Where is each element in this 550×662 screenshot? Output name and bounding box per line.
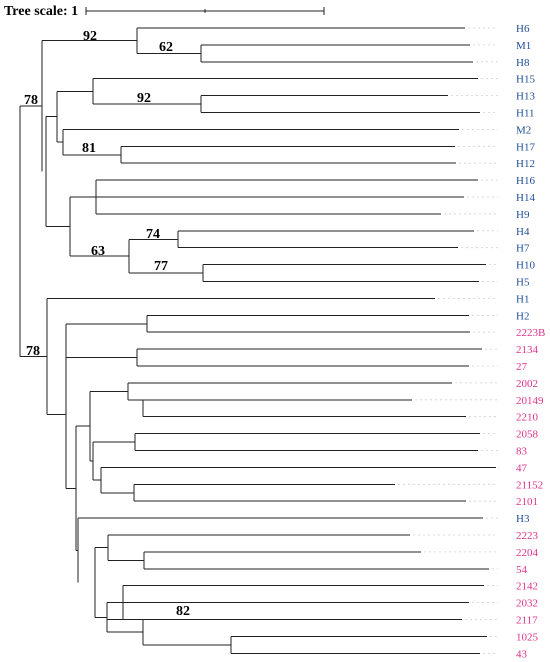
- leaf-label: 27: [516, 361, 528, 373]
- leaf-label: 2032: [516, 598, 538, 610]
- tree-scale-label: Tree scale: 1: [4, 4, 78, 19]
- support-values: 92 62 78 92 81 74 63 77 78 82: [24, 29, 190, 619]
- leaf-label: 47: [516, 462, 528, 474]
- leaf-label: M2: [516, 124, 531, 136]
- leaf-label: 2204: [516, 547, 539, 559]
- leaf-label: 54: [516, 564, 528, 576]
- support-value: 81: [82, 141, 96, 156]
- leaf-label: H14: [516, 192, 535, 204]
- support-value: 63: [91, 244, 105, 259]
- support-value: 77: [154, 259, 168, 274]
- leaf-label: H4: [516, 226, 530, 238]
- support-value: 92: [137, 91, 151, 106]
- leaf-label: 2223B: [516, 327, 545, 339]
- leaf-label: 2101: [516, 496, 538, 508]
- leaf-guide-lines: [398, 27, 499, 654]
- leaf-label: H10: [516, 260, 535, 272]
- leaf-labels: H6 M1 H8 H15 H13 H11 M2 H17 H12 H16 H14 H9 H4 H7 H10 H5…: [516, 23, 545, 660]
- leaf-label: 2223: [516, 530, 539, 542]
- leaf-label: H2: [516, 310, 529, 322]
- leaf-label: H13: [516, 91, 535, 103]
- support-value: 62: [159, 40, 173, 55]
- leaf-label: 2002: [516, 378, 538, 390]
- leaf-label: 2142: [516, 581, 538, 593]
- tree-branches: [19, 27, 496, 654]
- tree-scale: Tree scale: 1: [4, 4, 325, 19]
- leaf-label: M1: [516, 40, 531, 52]
- leaf-label: H8: [516, 57, 530, 69]
- leaf-label: H5: [516, 277, 530, 289]
- support-value: 78: [26, 344, 40, 359]
- leaf-label: 21152: [516, 479, 543, 491]
- support-value: 92: [83, 29, 97, 44]
- leaf-label: H3: [516, 513, 530, 525]
- leaf-label: H16: [516, 175, 535, 187]
- leaf-label: 2117: [516, 615, 538, 627]
- leaf-label: H9: [516, 209, 530, 221]
- support-value: 74: [146, 227, 160, 242]
- leaf-label: H12: [516, 158, 535, 170]
- leaf-label: H15: [516, 74, 535, 86]
- leaf-label: H11: [516, 108, 535, 120]
- leaf-label: 2058: [516, 429, 539, 441]
- support-value: 78: [24, 93, 38, 108]
- leaf-label: H17: [516, 141, 535, 153]
- leaf-label: H7: [516, 243, 530, 255]
- leaf-label: H6: [516, 23, 530, 35]
- leaf-label: 2134: [516, 344, 539, 356]
- leaf-label: 20149: [516, 395, 544, 407]
- leaf-label: 83: [516, 446, 528, 458]
- leaf-label: 2210: [516, 412, 539, 424]
- leaf-label: 43: [516, 648, 528, 660]
- leaf-label: 1025: [516, 631, 539, 643]
- support-value: 82: [176, 604, 190, 619]
- leaf-label: H1: [516, 293, 529, 305]
